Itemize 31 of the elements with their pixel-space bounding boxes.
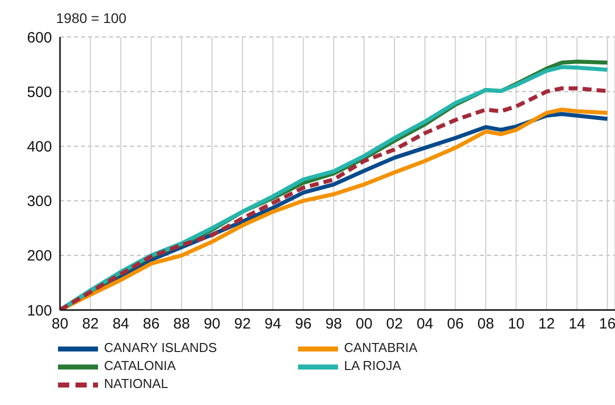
- x-tick-label: 98: [325, 316, 342, 333]
- legend-label: CANARY ISLANDS: [104, 340, 217, 355]
- y-tick-label: 100: [26, 302, 52, 320]
- y-tick-label: 600: [26, 29, 52, 46]
- y-tick-label: 500: [26, 84, 52, 101]
- x-tick-label: 00: [356, 316, 372, 333]
- x-tick-label: 14: [568, 316, 586, 333]
- x-tick-label: 04: [416, 316, 434, 333]
- x-tick-label: 92: [234, 316, 251, 333]
- x-tick-label: 88: [173, 316, 190, 333]
- legend-label: CATALONIA: [104, 358, 176, 373]
- y-axis-title: 1980 = 100: [56, 10, 126, 26]
- x-tick-label: 82: [82, 316, 99, 333]
- legend-label: CANTABRIA: [344, 340, 418, 355]
- legend-label: LA RIOJA: [344, 358, 402, 373]
- x-tick-label: 94: [264, 316, 282, 333]
- x-tick-label: 80: [52, 316, 68, 333]
- x-tick-label: 06: [447, 316, 464, 333]
- x-tick-label: 16: [599, 316, 615, 333]
- y-tick-label: 300: [26, 193, 52, 210]
- x-tick-label: 08: [477, 316, 494, 333]
- x-tick-label: 90: [204, 316, 220, 333]
- x-tick-label: 84: [112, 316, 130, 333]
- y-tick-label: 200: [26, 248, 52, 265]
- x-tick-label: 02: [386, 316, 403, 333]
- x-tick-label: 12: [538, 316, 555, 333]
- x-tick-label: 86: [142, 316, 160, 333]
- x-tick-label: 10: [508, 316, 525, 333]
- legend-label: NATIONAL: [104, 376, 168, 391]
- y-tick-label: 400: [26, 138, 52, 156]
- x-tick-label: 96: [294, 316, 312, 333]
